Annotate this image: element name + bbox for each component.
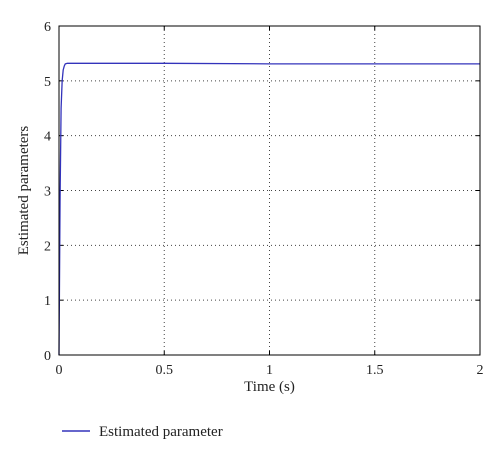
grid-lines (59, 26, 480, 355)
y-tick-label: 6 (44, 20, 51, 35)
series-layer (58, 62, 480, 356)
legend-label-estimated-parameter: Estimated parameter (99, 424, 223, 440)
x-tick-label: 0.5 (156, 363, 174, 378)
y-tick-labels: 0 1 2 3 4 5 6 (44, 20, 51, 364)
plot-frame (58, 25, 481, 356)
x-tick-label: 2 (477, 363, 484, 378)
x-tick-label: 1 (266, 363, 273, 378)
x-tick-labels: 0 0.5 1 1.5 2 (56, 363, 484, 378)
x-tick-label: 1.5 (366, 363, 384, 378)
y-tick-label: 0 (44, 349, 51, 364)
x-axis-label: Time (s) (244, 379, 295, 395)
legend: Estimated parameter (62, 424, 223, 440)
y-tick-label: 2 (44, 239, 51, 254)
y-tick-label: 4 (44, 130, 51, 145)
x-tick-label: 0 (56, 363, 63, 378)
y-tick-label: 3 (44, 185, 51, 200)
series-line-estimated-parameter (58, 62, 480, 356)
y-axis-label: Estimated parameters (16, 126, 32, 256)
y-tick-label: 1 (44, 294, 51, 309)
y-tick-label: 5 (44, 75, 51, 90)
